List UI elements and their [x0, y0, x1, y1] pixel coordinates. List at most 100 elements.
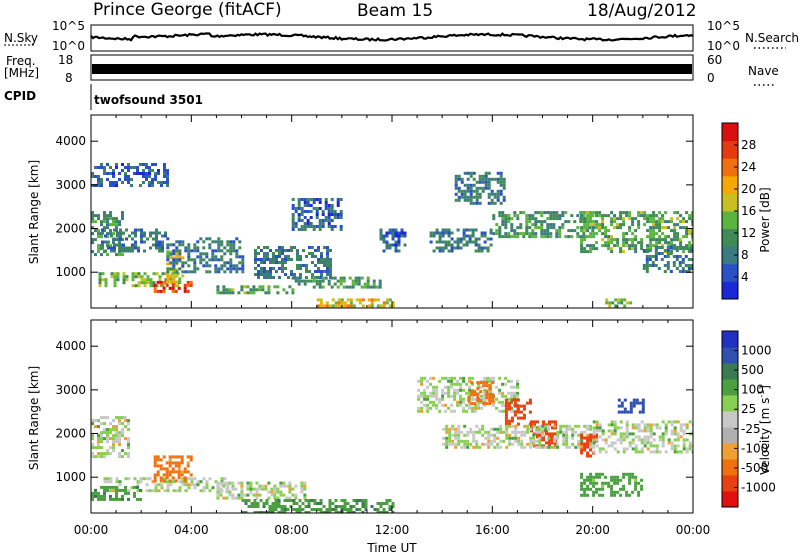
velocity-cell: [568, 427, 572, 431]
power-cell: [189, 283, 193, 287]
velocity-cell: [589, 487, 593, 491]
velocity-cell: [592, 493, 596, 497]
power-cell: [223, 264, 227, 268]
power-cell: [486, 249, 490, 253]
velocity-cell: [289, 505, 293, 508]
power-cell: [131, 237, 134, 241]
velocity-cell: [580, 448, 584, 452]
velocity-cell: [577, 442, 581, 446]
power-cell: [549, 232, 553, 236]
velocity-cell: [474, 403, 478, 407]
velocity-cell: [148, 489, 152, 493]
power-cell: [502, 198, 506, 202]
velocity-cell: [478, 445, 482, 449]
power-cell: [172, 271, 176, 275]
velocity-cell: [267, 496, 271, 500]
velocity-cell: [682, 447, 686, 451]
power-cell: [324, 216, 328, 219]
velocity-cell: [103, 497, 106, 501]
velocity-cell: [447, 385, 451, 389]
colorbar-swatch: [722, 331, 738, 348]
power-cell: [613, 220, 617, 224]
velocity-cell: [631, 426, 635, 430]
velocity-cell: [658, 426, 662, 430]
velocity-cell: [580, 481, 584, 485]
velocity-cell: [498, 391, 502, 395]
velocity-cell: [676, 435, 680, 439]
power-cell: [217, 243, 221, 247]
velocity-cell: [607, 481, 611, 485]
velocity-cell: [607, 423, 611, 427]
power-cell: [688, 217, 692, 221]
power-cell: [546, 217, 550, 221]
power-cell: [91, 241, 94, 245]
power-cell: [528, 226, 532, 230]
power-cell: [324, 201, 328, 204]
power-cell: [646, 235, 650, 239]
power-colorbar-tick-label: 12: [741, 226, 756, 240]
velocity-cell: [153, 476, 157, 480]
power-cell: [296, 267, 299, 270]
velocity-cell: [592, 475, 596, 479]
power-cell: [153, 283, 157, 287]
power-cell: [516, 235, 520, 239]
power-cell: [214, 255, 218, 259]
power-cell: [290, 270, 293, 273]
velocity-cell: [504, 407, 508, 411]
velocity-cell: [667, 441, 671, 445]
power-cell: [379, 304, 383, 308]
velocity-cell: [685, 450, 689, 454]
colorbar-swatch: [722, 347, 738, 364]
power-cell: [155, 243, 158, 247]
power-cell: [598, 223, 602, 227]
power-cell: [501, 214, 505, 218]
velocity-cell: [613, 447, 617, 451]
velocity-cell: [491, 393, 495, 397]
power-cell: [329, 264, 332, 267]
power-cell: [118, 220, 121, 224]
power-cell: [499, 174, 503, 178]
velocity-cell: [617, 404, 621, 408]
power-cell: [507, 232, 511, 236]
velocity-cell: [174, 470, 178, 474]
power-cell: [655, 244, 659, 248]
velocity-cell: [219, 481, 223, 485]
velocity-cell: [501, 394, 505, 398]
power-cell: [645, 261, 649, 264]
power-cell: [278, 249, 281, 252]
power-cell: [94, 253, 97, 257]
velocity-cell: [97, 443, 100, 447]
power-cell: [496, 189, 500, 193]
velocity-cell: [655, 450, 659, 454]
power-cell: [169, 252, 173, 256]
power-cell: [187, 258, 191, 262]
power-cell: [531, 223, 535, 227]
x-tick-label: 12:00: [375, 523, 410, 537]
velocity-cell: [589, 439, 593, 443]
velocity-cell: [526, 442, 530, 446]
power-cell: [438, 240, 442, 244]
power-cell: [91, 214, 94, 218]
velocity-cell: [504, 376, 508, 380]
velocity-cell: [513, 404, 517, 408]
velocity-cell: [589, 433, 593, 437]
power-cell: [498, 232, 502, 236]
n-sky-bottom-tick: 10^0: [52, 39, 85, 53]
velocity-cell: [174, 464, 178, 468]
velocity-cell: [442, 442, 446, 446]
power-cell: [235, 237, 239, 241]
velocity-cell: [216, 484, 220, 488]
velocity-cell: [457, 439, 461, 443]
colorbar-frame: [721, 330, 739, 508]
power-cell: [496, 180, 500, 184]
power-cell: [342, 276, 346, 280]
velocity-cell: [249, 481, 253, 485]
power-cell: [189, 280, 193, 284]
power-cell: [666, 264, 670, 267]
velocity-cell: [91, 497, 94, 501]
velocity-cell: [485, 393, 489, 397]
velocity-cell: [171, 470, 175, 474]
velocity-cell: [115, 428, 118, 432]
power-cell: [385, 231, 389, 235]
velocity-cell: [334, 511, 338, 513]
